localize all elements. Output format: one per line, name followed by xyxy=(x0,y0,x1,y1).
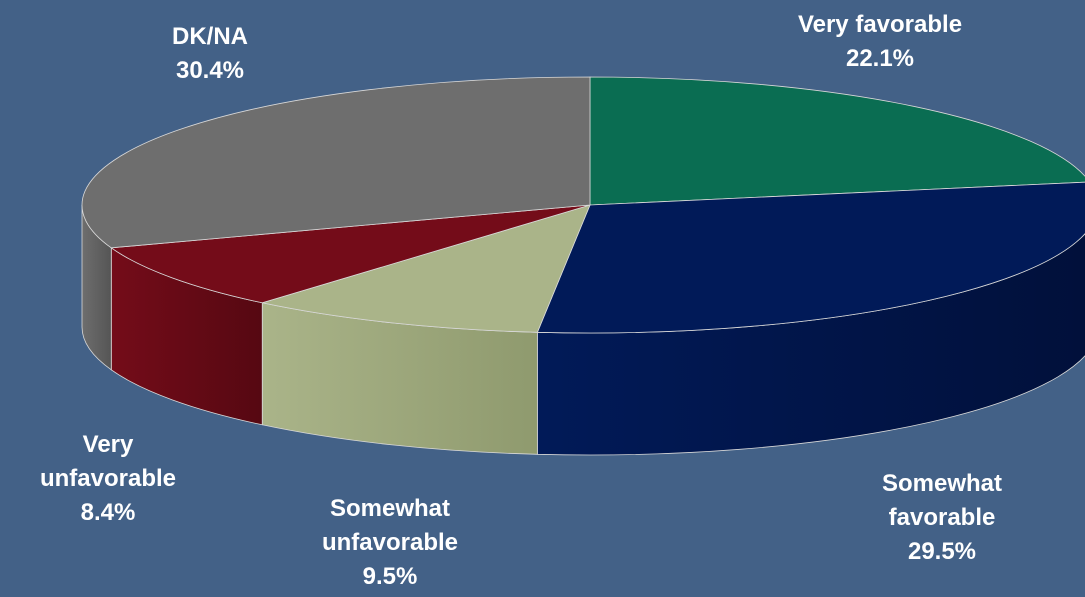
pie-sides xyxy=(81,204,1085,456)
slice-very-favorable xyxy=(589,76,1085,206)
slice-very-unfavorable xyxy=(110,204,591,304)
label-dk-na: DK/NA 30.4% xyxy=(172,23,248,84)
label-value-somewhat-favorable: 29.5% xyxy=(908,538,976,565)
slice-dk-na xyxy=(81,76,591,249)
label-text-dk-na: DK/NA xyxy=(172,23,248,50)
label-value-very-unfavorable: 8.4% xyxy=(81,499,136,526)
slice-somewhat-favorable xyxy=(536,181,1085,334)
label-text-somewhat-unfavorable: unfavorable xyxy=(322,529,458,556)
slice-labels: Very favorable 22.1% Somewhat favorable 29.5… xyxy=(40,11,1002,590)
label-value-somewhat-unfavorable: 9.5% xyxy=(363,563,418,590)
label-text-very-unfavorable: unfavorable xyxy=(40,465,176,492)
label-somewhat-favorable: Somewhat favorable 29.5% xyxy=(882,470,1002,565)
label-text-very-favorable: Very favorable xyxy=(798,11,962,38)
label-text-somewhat-favorable: favorable xyxy=(889,504,996,531)
label-very-unfavorable: Very unfavorable 8.4% xyxy=(40,431,176,526)
label-text-very-unfavorable: Very xyxy=(83,431,134,458)
pie-slices xyxy=(81,76,1085,334)
label-value-dk-na: 30.4% xyxy=(176,57,244,84)
label-text-somewhat-unfavorable: Somewhat xyxy=(330,495,450,522)
label-somewhat-unfavorable: Somewhat unfavorable 9.5% xyxy=(322,495,458,590)
slice-somewhat-unfavorable xyxy=(262,204,591,333)
label-value-very-favorable: 22.1% xyxy=(846,45,914,72)
label-very-favorable: Very favorable 22.1% xyxy=(798,11,962,72)
label-text-somewhat-favorable: Somewhat xyxy=(882,470,1002,497)
